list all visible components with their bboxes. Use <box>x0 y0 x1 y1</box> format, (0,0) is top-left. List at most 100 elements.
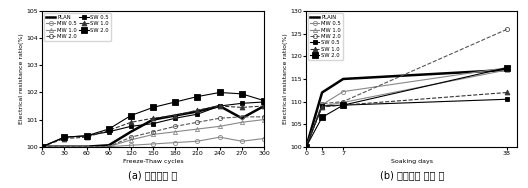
MW 1.0 <box>194 128 201 130</box>
Line: SW 2.0: SW 2.0 <box>303 64 510 150</box>
PLAN <box>61 146 68 148</box>
SW 0.5 <box>172 117 178 119</box>
MW 1.0 <box>319 105 325 107</box>
Line: PLAIN: PLAIN <box>306 70 507 147</box>
MW 1.0 <box>61 146 68 148</box>
MW 2.0 <box>319 103 325 105</box>
SW 2.0 <box>128 114 134 117</box>
Line: MW 1.0: MW 1.0 <box>304 68 509 149</box>
MW 2.0 <box>128 136 134 138</box>
MW 2.0 <box>61 146 68 148</box>
MW 2.0 <box>239 116 245 118</box>
PLAN <box>261 105 267 107</box>
SW 2.0 <box>106 128 112 130</box>
PLAN <box>216 105 223 107</box>
MW 1.0 <box>106 146 112 148</box>
PLAN <box>172 114 178 117</box>
MW 0.5 <box>83 146 90 148</box>
MW 0.5 <box>106 146 112 148</box>
SW 1.0 <box>128 121 134 123</box>
MW 2.0 <box>194 121 201 123</box>
MW 2.0 <box>216 117 223 119</box>
MW 1.0 <box>340 101 346 104</box>
MW 2.0 <box>39 146 45 148</box>
SW 2.0 <box>261 99 267 102</box>
SW 1.0 <box>340 104 346 106</box>
MW 1.0 <box>172 131 178 133</box>
SW 2.0 <box>340 104 346 106</box>
SW 1.0 <box>261 105 267 107</box>
Text: (a) 동결융해 후: (a) 동결융해 후 <box>128 171 178 180</box>
Line: PLAN: PLAN <box>42 106 264 147</box>
PLAN <box>39 146 45 148</box>
SW 0.5 <box>61 136 68 138</box>
SW 2.0 <box>172 101 178 103</box>
PLAN <box>194 110 201 113</box>
Legend: PLAIN, MW 0.5, MW 1.0, MW 2.0, SW 0.5, SW 1.0, SW 2.0: PLAIN, MW 0.5, MW 1.0, MW 2.0, SW 0.5, S… <box>308 13 343 60</box>
MW 1.0 <box>128 139 134 141</box>
MW 0.5 <box>128 144 134 146</box>
SW 0.5 <box>106 131 112 133</box>
SW 2.0 <box>319 116 325 118</box>
MW 1.0 <box>504 69 510 71</box>
SW 1.0 <box>61 137 68 140</box>
SW 0.5 <box>303 146 309 148</box>
SW 0.5 <box>150 123 156 125</box>
SW 2.0 <box>83 135 90 137</box>
Line: MW 2.0: MW 2.0 <box>304 27 509 149</box>
SW 0.5 <box>340 104 346 106</box>
SW 2.0 <box>239 93 245 95</box>
MW 1.0 <box>303 146 309 148</box>
PLAN <box>106 144 112 146</box>
SW 1.0 <box>106 129 112 132</box>
MW 2.0 <box>303 146 309 148</box>
PLAN <box>128 131 134 133</box>
MW 0.5 <box>194 140 201 142</box>
Line: MW 1.0: MW 1.0 <box>40 118 266 149</box>
MW 0.5 <box>61 146 68 148</box>
SW 1.0 <box>319 106 325 108</box>
MW 1.0 <box>83 146 90 148</box>
MW 2.0 <box>340 100 346 103</box>
PLAIN <box>504 69 510 71</box>
MW 1.0 <box>39 146 45 148</box>
MW 2.0 <box>172 125 178 127</box>
Y-axis label: Electrical resistance ratio(%): Electrical resistance ratio(%) <box>282 34 288 124</box>
SW 1.0 <box>239 106 245 108</box>
SW 1.0 <box>83 136 90 138</box>
Line: SW 0.5: SW 0.5 <box>304 97 510 149</box>
MW 0.5 <box>172 141 178 144</box>
MW 0.5 <box>504 67 510 69</box>
MW 2.0 <box>83 146 90 148</box>
SW 1.0 <box>172 114 178 117</box>
SW 1.0 <box>504 91 510 94</box>
SW 2.0 <box>216 91 223 94</box>
Line: MW 2.0: MW 2.0 <box>40 115 266 149</box>
PLAN <box>239 117 245 119</box>
MW 0.5 <box>261 137 267 140</box>
SW 0.5 <box>504 98 510 100</box>
MW 1.0 <box>150 133 156 136</box>
SW 0.5 <box>83 135 90 137</box>
Text: (b) 황산용액 침지 후: (b) 황산용액 침지 후 <box>380 171 444 180</box>
SW 1.0 <box>150 117 156 119</box>
MW 1.0 <box>261 118 267 121</box>
SW 1.0 <box>216 105 223 107</box>
SW 1.0 <box>39 146 45 148</box>
MW 0.5 <box>239 140 245 142</box>
PLAN <box>83 146 90 148</box>
SW 0.5 <box>261 101 267 103</box>
Line: SW 1.0: SW 1.0 <box>40 104 267 149</box>
PLAIN <box>319 91 325 94</box>
SW 2.0 <box>504 67 510 69</box>
PLAIN <box>340 78 346 80</box>
MW 2.0 <box>261 116 267 118</box>
MW 0.5 <box>319 104 325 106</box>
SW 0.5 <box>216 105 223 107</box>
SW 0.5 <box>319 105 325 107</box>
Line: SW 1.0: SW 1.0 <box>304 90 510 149</box>
SW 0.5 <box>239 102 245 105</box>
MW 2.0 <box>150 131 156 133</box>
SW 1.0 <box>194 109 201 111</box>
Line: SW 0.5: SW 0.5 <box>40 99 267 149</box>
